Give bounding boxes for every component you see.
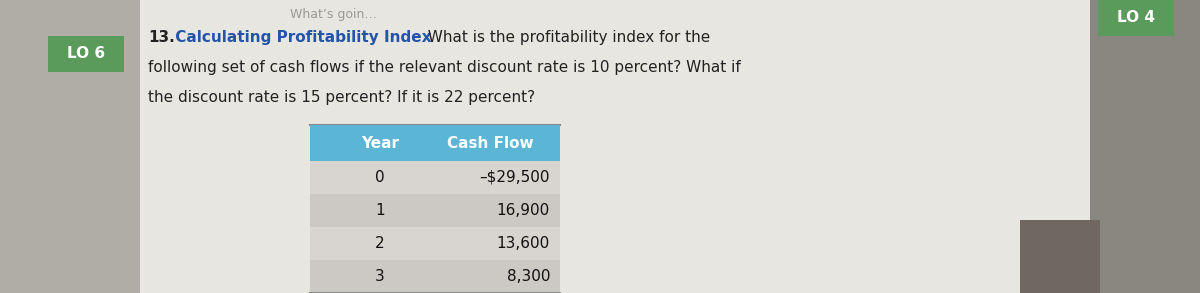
FancyBboxPatch shape xyxy=(310,194,560,227)
Text: 3: 3 xyxy=(376,269,385,284)
Text: Cash Flow: Cash Flow xyxy=(446,135,533,151)
Text: Calculating Profitability Index: Calculating Profitability Index xyxy=(170,30,432,45)
FancyBboxPatch shape xyxy=(1090,0,1200,293)
FancyBboxPatch shape xyxy=(310,161,560,194)
Text: the discount rate is 15 percent? If it is 22 percent?: the discount rate is 15 percent? If it i… xyxy=(148,90,535,105)
Text: Year: Year xyxy=(361,135,398,151)
FancyBboxPatch shape xyxy=(310,125,560,161)
Text: 8,300: 8,300 xyxy=(506,269,550,284)
Text: What’s goin…: What’s goin… xyxy=(290,8,377,21)
Text: 13.: 13. xyxy=(148,30,175,45)
FancyBboxPatch shape xyxy=(1098,0,1174,36)
FancyBboxPatch shape xyxy=(1020,220,1100,293)
Text: LO 4: LO 4 xyxy=(1117,11,1154,25)
Text: –$29,500: –$29,500 xyxy=(480,170,550,185)
Text: 0: 0 xyxy=(376,170,385,185)
Text: 16,900: 16,900 xyxy=(497,203,550,218)
Text: following set of cash flows if the relevant discount rate is 10 percent? What if: following set of cash flows if the relev… xyxy=(148,60,740,75)
FancyBboxPatch shape xyxy=(310,227,560,260)
FancyBboxPatch shape xyxy=(310,260,560,293)
Text: 2: 2 xyxy=(376,236,385,251)
Text: What is the profitability index for the: What is the profitability index for the xyxy=(418,30,710,45)
FancyBboxPatch shape xyxy=(48,36,124,72)
FancyBboxPatch shape xyxy=(0,0,1090,293)
FancyBboxPatch shape xyxy=(0,0,140,293)
Text: 1: 1 xyxy=(376,203,385,218)
Text: 13,600: 13,600 xyxy=(497,236,550,251)
Text: LO 6: LO 6 xyxy=(67,47,106,62)
